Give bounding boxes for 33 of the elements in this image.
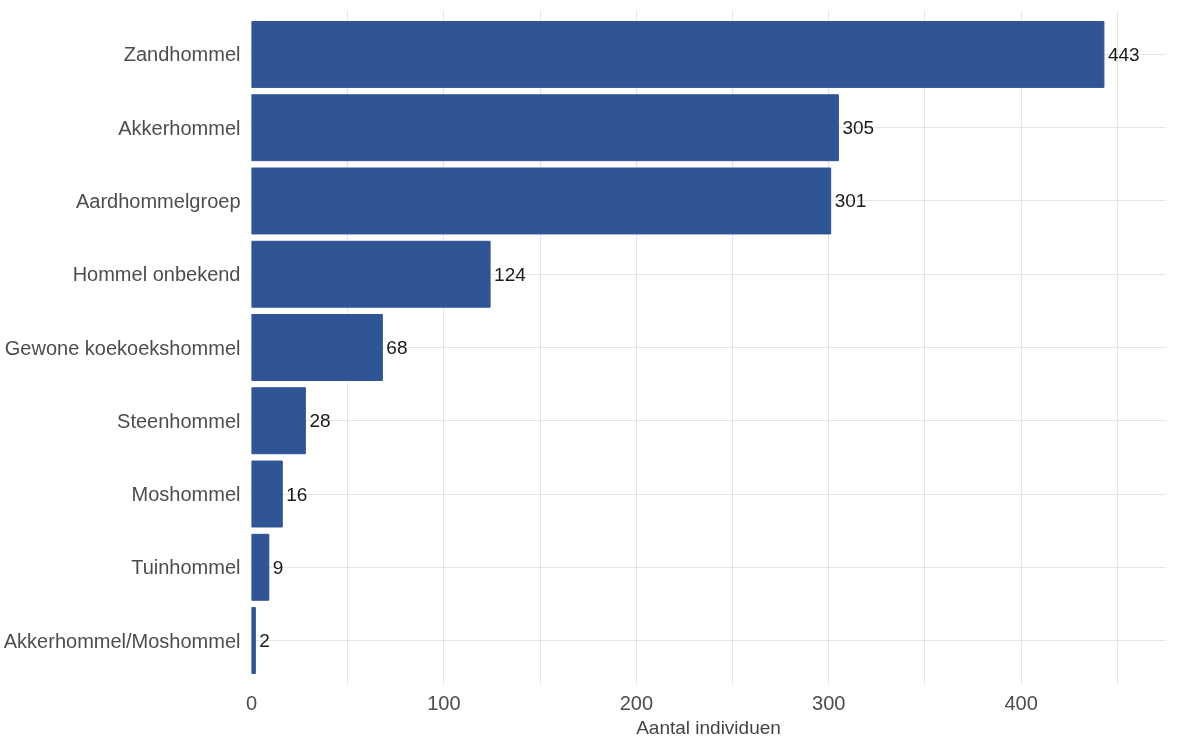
x-tick-label: 100 bbox=[427, 691, 461, 714]
x-tick-label: 300 bbox=[812, 691, 846, 714]
y-tick-label: Steenhommel bbox=[117, 409, 241, 432]
bar bbox=[251, 20, 1105, 88]
bar bbox=[251, 460, 283, 528]
bar bbox=[251, 240, 491, 308]
y-tick-label: Tuinhommel bbox=[131, 556, 241, 579]
y-tick-label: Gewone koekoekshommel bbox=[4, 336, 241, 359]
x-tick-label: 200 bbox=[619, 691, 654, 714]
y-tick-label: Akkerhommel/Moshommel bbox=[3, 629, 241, 652]
data-label: 301 bbox=[834, 190, 867, 212]
bar bbox=[251, 167, 832, 235]
y-tick-label: Hommel onbekend bbox=[72, 263, 241, 286]
y-tick-label: Zandhommel bbox=[123, 43, 241, 66]
data-label: 124 bbox=[494, 263, 527, 285]
bar bbox=[251, 533, 270, 601]
data-label: 68 bbox=[386, 337, 408, 358]
bar bbox=[251, 387, 306, 455]
y-tick-label: Akkerhommel bbox=[118, 116, 241, 139]
data-label: 9 bbox=[272, 556, 284, 578]
x-tick-label: 0 bbox=[245, 691, 258, 714]
bar bbox=[251, 94, 839, 162]
x-axis-title: Aantal individuen bbox=[636, 716, 781, 738]
bar bbox=[251, 314, 383, 381]
x-tick-label: 400 bbox=[1004, 691, 1038, 714]
data-label: 28 bbox=[309, 410, 331, 432]
y-tick-label: Moshommel bbox=[131, 483, 241, 506]
data-label: 305 bbox=[842, 117, 875, 139]
y-tick-label: Aardhommelgroep bbox=[75, 189, 241, 212]
data-label: 16 bbox=[286, 483, 308, 505]
data-label: 2 bbox=[259, 630, 270, 652]
bar bbox=[251, 607, 256, 675]
data-label: 443 bbox=[1107, 43, 1140, 65]
